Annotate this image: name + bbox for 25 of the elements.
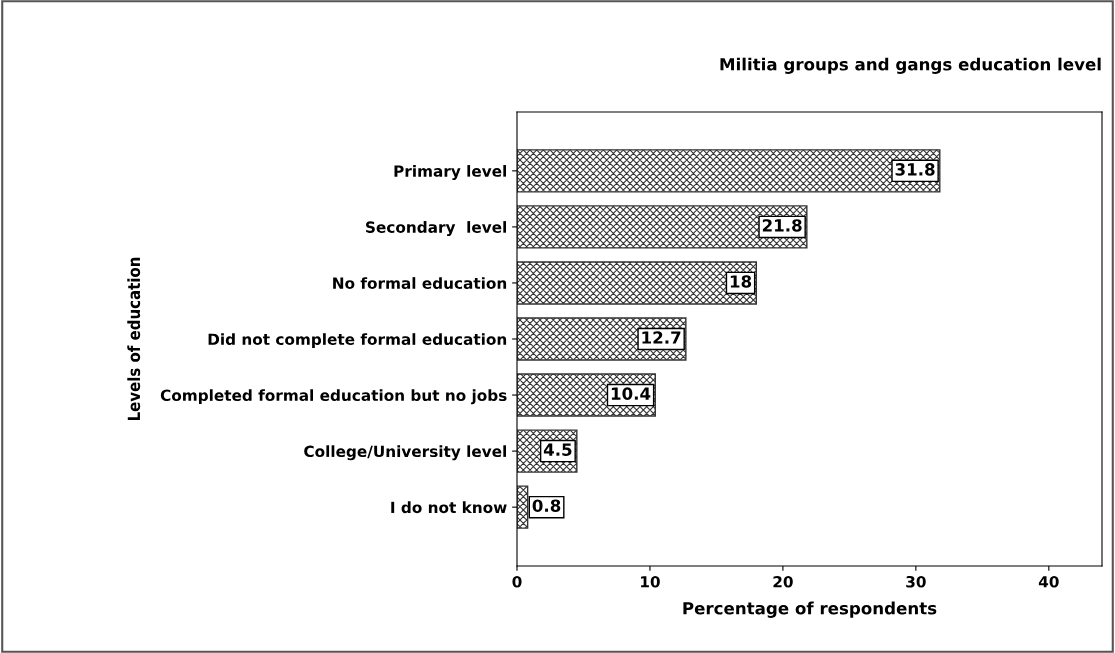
x-tick-label: 40	[1038, 575, 1059, 588]
bar	[517, 149, 941, 193]
data-label: 31.8	[895, 163, 935, 176]
y-tick-label: Did not complete formal education	[208, 333, 507, 348]
bar	[517, 205, 808, 249]
x-tick-label: 30	[906, 575, 926, 588]
x-axis-title: Percentage of respondents	[683, 601, 937, 618]
data-label: 10.4	[611, 387, 651, 400]
bar	[517, 261, 758, 305]
chart-title: Militia groups and gangs education level	[720, 57, 1101, 74]
data-label: 0.8	[532, 499, 561, 512]
y-tick-label: No formal education	[333, 277, 507, 289]
y-tick-label: Primary level	[394, 165, 506, 180]
y-tick-label: College/University level	[304, 445, 506, 461]
y-tick-label: Completed formal education but no jobs	[160, 389, 507, 405]
x-tick-label: 20	[773, 575, 793, 588]
y-axis-title: Levels of education	[127, 257, 141, 421]
data-label: 4.5	[543, 443, 572, 456]
y-tick-label: I do not know	[391, 501, 507, 514]
x-tick-label: 10	[641, 575, 660, 588]
data-label: 18	[730, 275, 752, 288]
y-tick-label: Secondary level	[366, 221, 506, 236]
x-tick-label: 0	[512, 575, 522, 588]
data-label: 12.7	[642, 331, 681, 344]
data-label: 21.8	[762, 219, 802, 232]
